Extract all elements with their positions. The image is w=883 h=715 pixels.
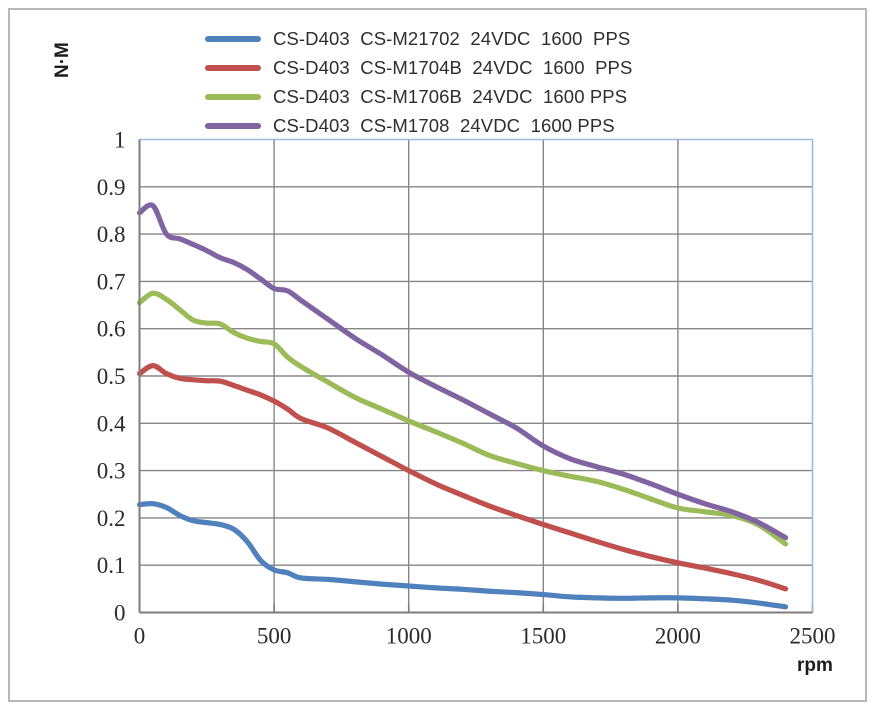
x-tick-label: 2500: [790, 624, 836, 649]
legend-label-0: CS-D403 CS-M21702 24VDC 1600 PPS: [273, 27, 631, 49]
legend-entry-2[interactable]: CS-D403 CS-M1706B 24VDC 1600 PPS: [205, 82, 675, 111]
legend-swatch-red: [205, 64, 261, 71]
y-tick-label: 0.5: [97, 364, 126, 389]
tick-marks: [273, 603, 814, 613]
x-tick-label: 1000: [386, 624, 432, 649]
x-axis-tick-labels: 0 500 1000 1500 2000 2500: [134, 624, 836, 649]
legend-label-2: CS-D403 CS-M1706B 24VDC 1600 PPS: [273, 85, 628, 107]
x-tick-label: 500: [257, 624, 292, 649]
y-tick-label: 0.6: [97, 317, 126, 342]
x-axis-title: rpm: [797, 655, 833, 676]
legend-swatch-purple: [205, 122, 261, 129]
series-line-3: [136, 202, 789, 541]
chart-legend: CS-D403 CS-M21702 24VDC 1600 PPS CS-D403…: [205, 24, 675, 140]
y-tick-label: 0.4: [97, 411, 126, 436]
legend-swatch-blue: [205, 35, 261, 42]
legend-label-1: CS-D403 CS-M1704B 24VDC 1600 PPS: [273, 56, 633, 78]
legend-entry-0[interactable]: CS-D403 CS-M21702 24VDC 1600 PPS: [205, 24, 675, 53]
y-tick-label: 0.3: [97, 459, 126, 484]
y-tick-label: 0.8: [97, 222, 126, 247]
y-axis-tick-labels: 0 0.1 0.2 0.3 0.4 0.5 0.6 0.7 0.8 0.9 1: [97, 128, 126, 626]
legend-label-3: CS-D403 CS-M1708 24VDC 1600 PPS: [273, 114, 615, 136]
gridlines: [139, 139, 813, 613]
y-tick-label: 0.7: [97, 269, 126, 294]
series-line-2: [136, 290, 789, 547]
plot-border: [138, 138, 814, 614]
y-tick-label: 0.2: [97, 506, 126, 531]
y-tick-label: 0: [114, 601, 126, 626]
legend-entry-1[interactable]: CS-D403 CS-M1704B 24VDC 1600 PPS: [205, 53, 675, 82]
legend-entry-3[interactable]: CS-D403 CS-M1708 24VDC 1600 PPS: [205, 111, 675, 140]
series-line-0: [136, 501, 789, 610]
series-lines: [136, 202, 789, 610]
series-line-1: [136, 362, 789, 592]
legend-swatch-green: [205, 93, 261, 100]
x-tick-label: 1500: [520, 624, 566, 649]
y-tick-label: 0.9: [97, 175, 126, 200]
y-tick-label: 0.1: [97, 553, 126, 578]
x-tick-label: 0: [134, 624, 146, 649]
y-tick-label: 1: [114, 128, 126, 153]
x-tick-label: 2000: [655, 624, 701, 649]
